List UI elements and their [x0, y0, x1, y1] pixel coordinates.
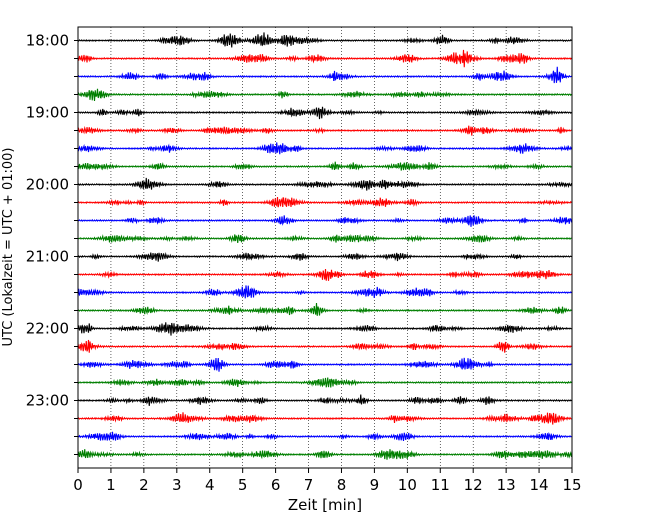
- trace-line: [77, 66, 572, 84]
- trace-line: [77, 233, 572, 243]
- x-tick-label: 10: [398, 476, 417, 494]
- trace-line: [77, 32, 572, 48]
- x-tick-label: 15: [562, 476, 581, 494]
- x-tick-label: 0: [73, 476, 83, 494]
- trace-line: [77, 142, 573, 155]
- x-tick-label: 12: [464, 476, 483, 494]
- y-tick-label: 20:00: [26, 176, 69, 194]
- x-tick-label: 8: [337, 476, 347, 494]
- x-tick-label: 7: [304, 476, 314, 494]
- trace-line: [77, 88, 572, 102]
- y-axis-label: UTC (Lokalzeit = UTC + 01:00): [1, 148, 16, 347]
- trace-line: [77, 431, 572, 441]
- trace-line: [77, 125, 572, 136]
- x-tick-label: 13: [497, 476, 516, 494]
- trace-line: [77, 106, 572, 120]
- x-tick-label: 14: [530, 476, 549, 494]
- trace-line: [77, 252, 572, 262]
- x-axis: 0 1 2 3 4 5 6 7 8 9 10 11 12 13 14 15: [73, 468, 582, 494]
- x-tick-label: 4: [205, 476, 215, 494]
- x-axis-label: Zeit [min]: [288, 496, 362, 514]
- trace-line: [77, 322, 572, 336]
- y-tick-label: 22:00: [26, 320, 69, 338]
- trace-line: [77, 449, 573, 460]
- x-tick-label: 11: [431, 476, 450, 494]
- x-tick-label: 5: [238, 476, 248, 494]
- trace-line: [77, 412, 572, 425]
- plot-frame: [77, 26, 573, 469]
- trace-line: [77, 268, 572, 281]
- trace-line: [77, 197, 572, 208]
- y-tick-label: 21:00: [26, 248, 69, 266]
- x-tick-label: 3: [172, 476, 182, 494]
- trace-line: [77, 357, 572, 372]
- x-tick-label: 2: [139, 476, 149, 494]
- trace-line: [77, 215, 573, 227]
- trace-line: [77, 394, 572, 406]
- trace-line: [77, 339, 572, 353]
- trace-line: [77, 302, 572, 316]
- x-tick-label: 6: [271, 476, 281, 494]
- y-tick-label: 18:00: [26, 32, 69, 50]
- trace-line: [77, 285, 572, 299]
- x-tick-label: 1: [106, 476, 116, 494]
- y-tick-label: 19:00: [26, 104, 69, 122]
- seismic-traces: [77, 32, 573, 460]
- trace-line: [77, 49, 572, 68]
- trace-line: [77, 377, 572, 388]
- y-tick-label: 23:00: [26, 392, 69, 410]
- trace-line: [77, 177, 573, 191]
- y-axis: 18:00 19:00 20:00 21:00 22:00 23:00: [26, 32, 78, 455]
- x-tick-label: 9: [370, 476, 380, 494]
- plot-background: [78, 27, 572, 468]
- trace-line: [77, 161, 572, 171]
